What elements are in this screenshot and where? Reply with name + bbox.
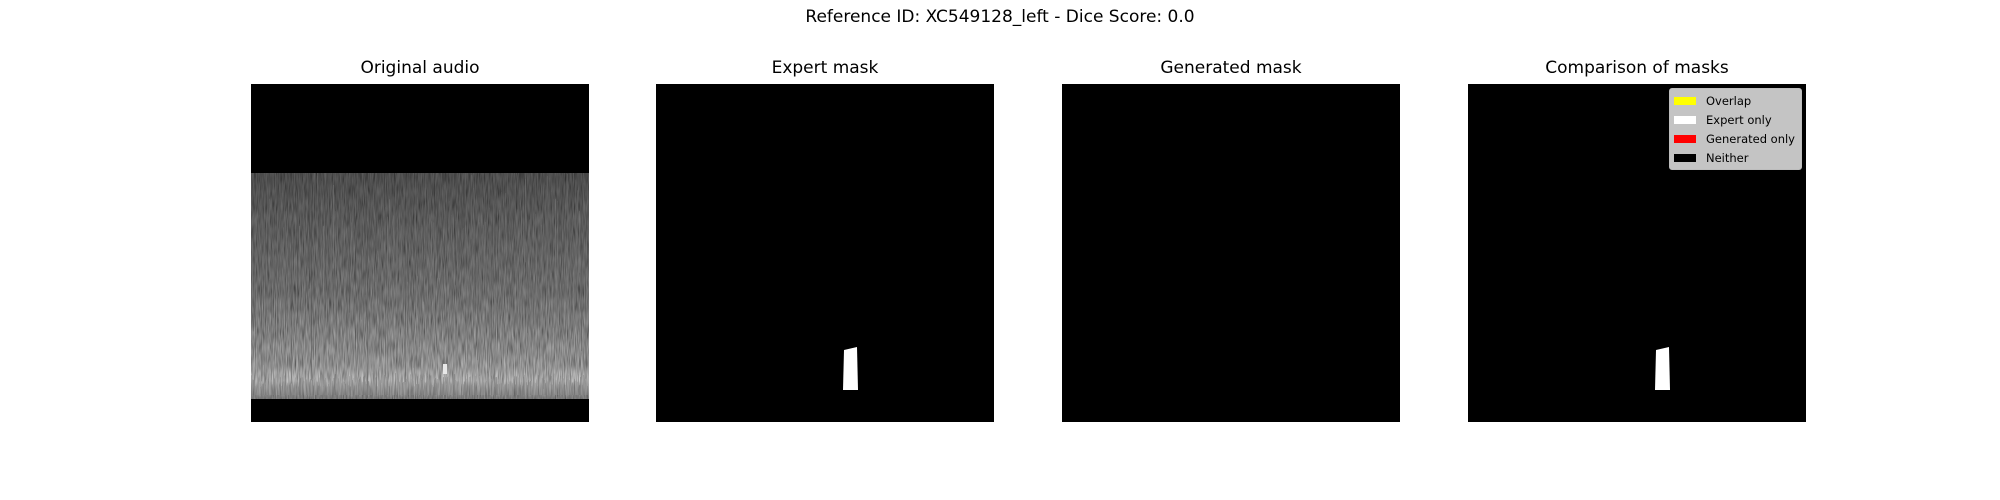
legend-item-generated-only: Generated only (1674, 129, 1795, 148)
spectrogram-image (251, 84, 589, 422)
panel-title-original-audio: Original audio (360, 58, 480, 78)
generated-mask-image (1062, 84, 1400, 422)
legend-item-neither: Neither (1674, 148, 1795, 167)
legend-item-expert-only: Expert only (1674, 110, 1795, 129)
comparison-mask-image: Overlap Expert only Generated only Neith… (1468, 84, 1806, 422)
original-audio-spectrogram (251, 84, 589, 422)
legend-swatch-generated-only (1674, 134, 1696, 143)
legend-swatch-expert-only (1674, 115, 1696, 124)
expert-mask-region (843, 347, 858, 390)
legend-label-neither: Neither (1706, 150, 1749, 165)
spectrogram-shading (251, 173, 589, 399)
panel-title-generated-mask: Generated mask (1160, 58, 1302, 78)
legend-label-expert-only: Expert only (1706, 112, 1772, 127)
comparison-expert-only-region (1655, 347, 1670, 390)
legend-label-generated-only: Generated only (1706, 131, 1795, 146)
spectrogram-streaks (251, 173, 589, 398)
call-blip (443, 364, 447, 374)
expert-mask-image (656, 84, 994, 422)
panel-title-expert-mask: Expert mask (771, 58, 879, 78)
legend-swatch-overlap (1674, 96, 1696, 105)
legend-swatch-neither (1674, 153, 1696, 162)
legend: Overlap Expert only Generated only Neith… (1669, 88, 1802, 170)
legend-item-overlap: Overlap (1674, 91, 1795, 110)
figure-title: Reference ID: XC549128_left - Dice Score… (805, 7, 1195, 27)
legend-label-overlap: Overlap (1706, 93, 1752, 108)
panel-title-comparison: Comparison of masks (1545, 58, 1729, 78)
